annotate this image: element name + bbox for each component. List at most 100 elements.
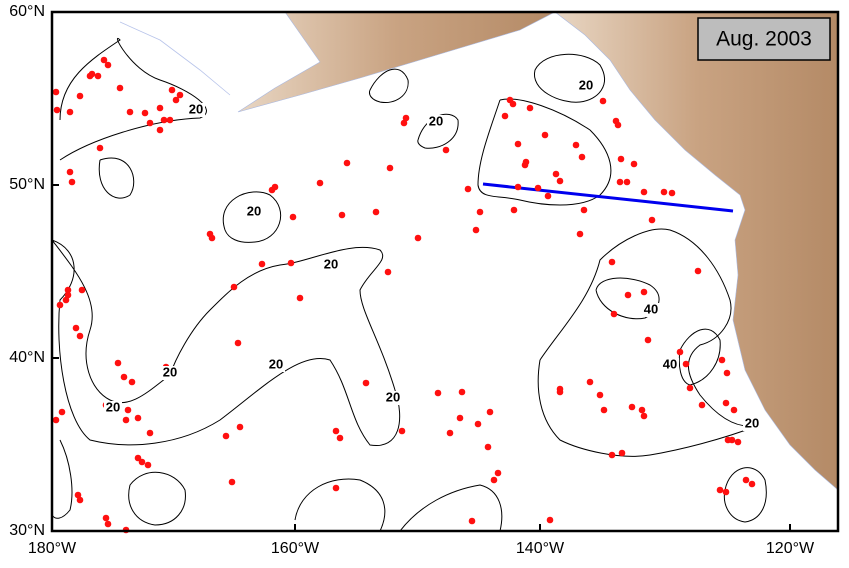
date-box (697, 17, 831, 61)
float-dot (289, 213, 297, 221)
frame (50, 10, 840, 533)
float-dot (442, 146, 450, 154)
float-dot (472, 226, 480, 234)
float-dot (676, 348, 684, 356)
float-dot (160, 116, 168, 124)
ticks: 180°W 160°W 140°W 120°W 60°N 50°N 40°N 30°N (9, 3, 815, 557)
float-dot (644, 336, 652, 344)
contour-label-bg (427, 115, 445, 129)
float-dot (716, 486, 724, 494)
float-dot (62, 296, 70, 304)
float-dot (476, 208, 484, 216)
float-dot (728, 436, 736, 444)
float-dot (718, 356, 726, 364)
float-dot (372, 208, 380, 216)
transect (482, 182, 734, 213)
float-dot (287, 259, 295, 267)
float-dot (610, 310, 618, 318)
float-dot (522, 158, 530, 166)
float-dot (86, 72, 94, 80)
float-dot (76, 332, 84, 340)
float-dot (668, 189, 676, 197)
float-dot (458, 388, 466, 396)
float-dot (116, 84, 124, 92)
float-dot (617, 155, 625, 163)
contour-label-bg (161, 366, 179, 380)
float-dot (484, 443, 492, 451)
contour-label: 20 (324, 256, 338, 271)
contour-label-bg (577, 79, 595, 93)
contour-label-bg (743, 417, 761, 431)
float-dot (616, 178, 624, 186)
float-dot (576, 230, 584, 238)
float-dot (600, 406, 608, 414)
float-dot (78, 286, 86, 294)
contour-label-bg (322, 258, 340, 272)
float-dot (104, 61, 112, 69)
float-dot (510, 206, 518, 214)
float-dot (146, 429, 154, 437)
float-dot (402, 114, 410, 122)
contour-label-bg (187, 103, 205, 117)
float-dot (362, 379, 370, 387)
land (119, 12, 838, 491)
float-dot (509, 100, 517, 108)
float-dot (514, 140, 522, 148)
float-dot (534, 184, 542, 192)
float-dot (52, 88, 60, 96)
float-dot (332, 427, 340, 435)
contour-label-bg (104, 401, 122, 415)
float-dot (58, 408, 66, 416)
float-dot (640, 288, 648, 296)
float-dot (514, 183, 522, 191)
float-dot (586, 378, 594, 386)
float-dot (723, 369, 731, 377)
float-dot (156, 126, 164, 134)
float-dot (501, 112, 509, 120)
float-dot (271, 183, 279, 191)
float-dot (343, 159, 351, 167)
contour-label: 20 (106, 399, 120, 414)
float-dot (53, 106, 61, 114)
float-dot (556, 177, 564, 185)
contour-label: 20 (247, 203, 261, 218)
float-dot (468, 517, 476, 525)
float-dot (640, 188, 648, 196)
contours (52, 37, 767, 531)
float-dot (544, 192, 552, 200)
float-dot (156, 104, 164, 112)
float-dot (332, 484, 340, 492)
float-dot (618, 449, 626, 457)
float-dot (52, 416, 60, 424)
float-dot (386, 164, 394, 172)
float-dot (134, 414, 142, 422)
float-dot (56, 301, 64, 309)
float-dot (742, 476, 750, 484)
float-dot (572, 141, 580, 149)
float-dot (608, 451, 616, 459)
float-dot (623, 178, 631, 186)
float-dot (398, 427, 406, 435)
float-dot (446, 429, 454, 437)
float-dot (490, 476, 498, 484)
float-dot (102, 514, 110, 522)
float-dot (434, 389, 442, 397)
x-tick-label: 140°W (516, 540, 565, 557)
float-dot (686, 384, 694, 392)
float-dot (230, 283, 238, 291)
float-dot (526, 104, 534, 112)
float-dot (126, 108, 134, 116)
float-dot (552, 170, 560, 178)
y-tick-label: 30°N (9, 522, 45, 539)
float-dot (464, 185, 472, 193)
contour-label: 40 (644, 301, 658, 316)
float-dot (68, 178, 76, 186)
float-dot (74, 491, 82, 499)
float-dot (730, 406, 738, 414)
float-dot (541, 131, 549, 139)
float-dot (660, 188, 668, 196)
float-dot (166, 116, 174, 124)
x-tick-label: 120°W (766, 540, 815, 557)
float-dot (64, 291, 72, 299)
